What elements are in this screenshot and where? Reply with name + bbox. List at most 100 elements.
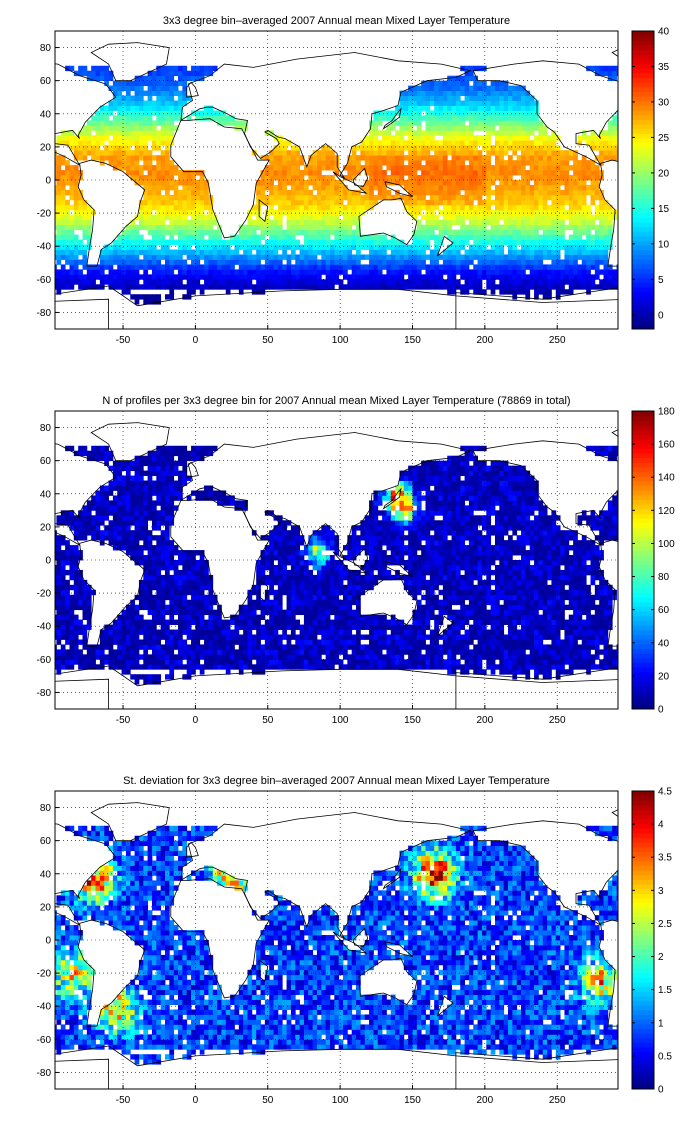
heatmap-cell (282, 195, 287, 200)
heatmap-cell (386, 274, 391, 279)
heatmap-cell (265, 220, 270, 225)
heatmap-cell (525, 644, 530, 649)
heatmap-cell (591, 185, 596, 190)
heatmap-cell (365, 185, 370, 190)
heatmap-cell (187, 200, 192, 205)
heatmap-cell (208, 259, 213, 264)
heatmap-cell (265, 255, 270, 260)
heatmap-cell (508, 635, 513, 640)
heatmap-cell (191, 220, 196, 225)
heatmap-cell (534, 635, 539, 640)
heatmap-cell (551, 284, 556, 289)
heatmap-cell (169, 294, 174, 299)
heatmap-cell (504, 210, 509, 215)
heatmap-cell (356, 635, 361, 640)
heatmap-cell (469, 210, 474, 215)
heatmap-cell (330, 230, 335, 235)
heatmap-cell (382, 654, 387, 659)
heatmap-cell (473, 635, 478, 640)
heatmap-cell (139, 125, 144, 130)
heatmap-cell (69, 190, 74, 195)
heatmap-cell (443, 170, 448, 175)
heatmap-cell (486, 170, 491, 175)
heatmap-cell (430, 180, 435, 185)
heatmap-cell (439, 220, 444, 225)
heatmap-cell (317, 664, 322, 669)
heatmap-cell (195, 264, 200, 269)
heatmap-cell (599, 255, 604, 260)
heatmap-cell (538, 639, 543, 644)
heatmap-cell (508, 145, 513, 150)
heatmap-cell (412, 200, 417, 205)
heatmap-cell (261, 225, 266, 230)
heatmap-cell (156, 180, 161, 185)
heatmap-cell (174, 250, 179, 255)
heatmap-cell (521, 649, 526, 654)
heatmap-cell (543, 160, 548, 165)
heatmap-cell (204, 195, 209, 200)
heatmap-cell (135, 654, 140, 659)
heatmap-cell (382, 155, 387, 160)
heatmap-cell (556, 200, 561, 205)
heatmap-cell (96, 125, 101, 130)
heatmap-cell (104, 255, 109, 260)
heatmap-cell (282, 230, 287, 235)
heatmap-cell (465, 175, 470, 180)
heatmap-cell (291, 180, 296, 185)
heatmap-cell (100, 150, 105, 155)
heatmap-cell (560, 669, 565, 674)
heatmap-cell (360, 145, 365, 150)
heatmap-cell (408, 264, 413, 269)
heatmap-cell (61, 630, 66, 635)
heatmap-cell (230, 644, 235, 649)
heatmap-cell (439, 115, 444, 120)
heatmap-cell (547, 180, 552, 185)
heatmap-cell (295, 175, 300, 180)
heatmap-cell (525, 106, 530, 111)
heatmap-cell (434, 659, 439, 664)
heatmap-cell (247, 279, 252, 284)
heatmap-cell (543, 669, 548, 674)
heatmap-cell (434, 120, 439, 125)
heatmap-cell (347, 240, 352, 245)
heatmap-cell (521, 145, 526, 150)
heatmap-cell (434, 644, 439, 649)
heatmap-cell (304, 210, 309, 215)
heatmap-cell (443, 644, 448, 649)
heatmap-cell (143, 225, 148, 230)
heatmap-cell (174, 635, 179, 640)
heatmap-cell (525, 669, 530, 674)
heatmap-cell (334, 635, 339, 640)
heatmap-cell (156, 140, 161, 145)
heatmap-cell (143, 210, 148, 215)
heatmap-cell (313, 195, 318, 200)
heatmap-cell (274, 215, 279, 220)
heatmap-cell (399, 245, 404, 250)
heatmap-cell (564, 649, 569, 654)
heatmap-cell (452, 250, 457, 255)
heatmap-cell (200, 274, 205, 279)
heatmap-cell (317, 644, 322, 649)
heatmap-cell (165, 81, 170, 86)
heatmap-cell (161, 210, 166, 215)
heatmap-cell (356, 240, 361, 245)
heatmap-cell (208, 269, 213, 274)
heatmap-cell (482, 215, 487, 220)
heatmap-cell (482, 120, 487, 125)
heatmap-cell (308, 649, 313, 654)
heatmap-cell (399, 654, 404, 659)
heatmap-cell (104, 76, 109, 81)
heatmap-cell (582, 635, 587, 640)
heatmap-cell (469, 279, 474, 284)
heatmap-cell (52, 630, 57, 635)
heatmap-cell (269, 639, 274, 644)
heatmap-cell (208, 279, 213, 284)
heatmap-cell (564, 250, 569, 255)
heatmap-cell (386, 240, 391, 245)
heatmap-cell (343, 220, 348, 225)
heatmap-cell (156, 220, 161, 225)
heatmap-cell (486, 110, 491, 115)
heatmap-cell (538, 130, 543, 135)
heatmap-cell (165, 255, 170, 260)
